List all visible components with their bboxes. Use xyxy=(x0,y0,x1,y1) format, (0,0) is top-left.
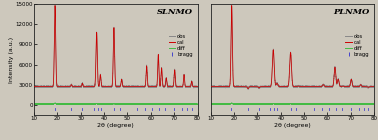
X-axis label: 2θ (degree): 2θ (degree) xyxy=(98,123,134,128)
Y-axis label: Intensity (a.u.): Intensity (a.u.) xyxy=(9,36,14,83)
Text: PLNMO: PLNMO xyxy=(333,8,369,16)
Legend: obs, cal, diff, bragg: obs, cal, diff, bragg xyxy=(168,33,193,58)
X-axis label: 2θ (degree): 2θ (degree) xyxy=(274,123,311,128)
Text: SLNMO: SLNMO xyxy=(156,8,193,16)
Legend: obs, cal, diff, bragg: obs, cal, diff, bragg xyxy=(345,33,370,58)
